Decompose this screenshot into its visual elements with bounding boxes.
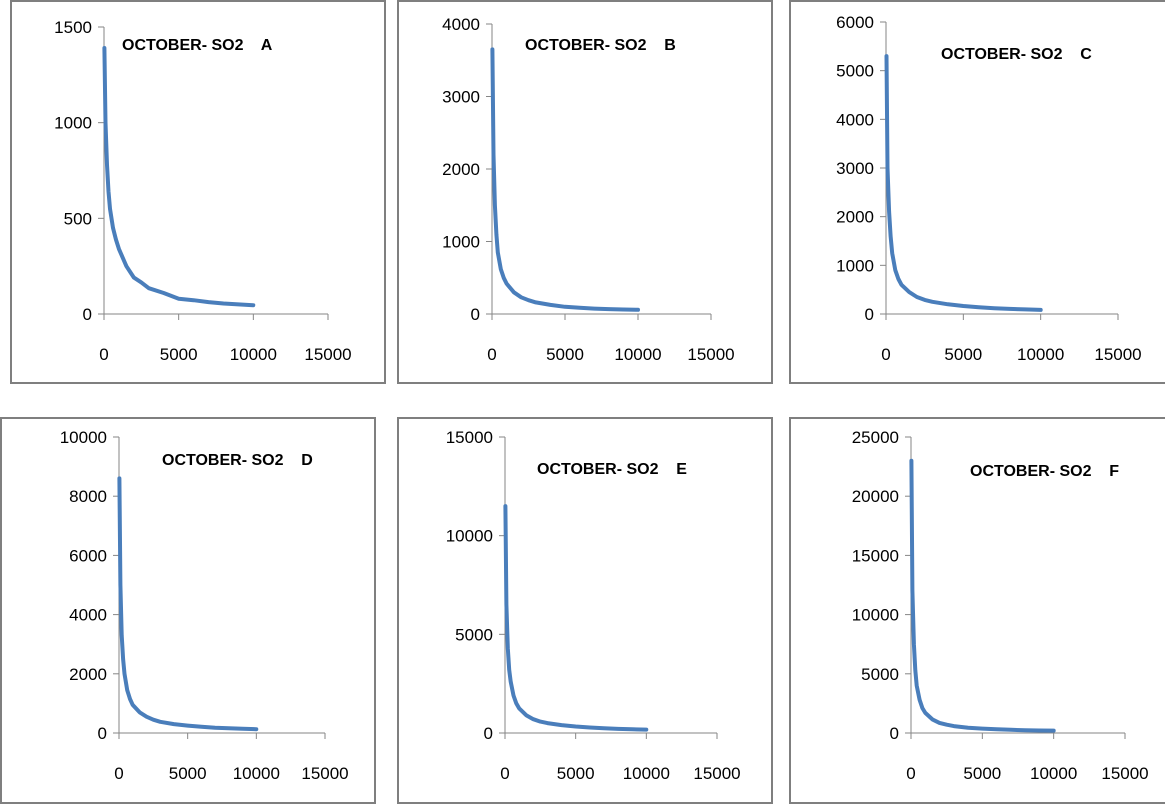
chart-title: OCTOBER- SO2 C: [941, 46, 1092, 63]
y-tick-label: 5000: [861, 665, 899, 684]
x-tick-label: 15000: [301, 764, 348, 783]
y-tick-label: 500: [64, 209, 92, 228]
x-tick-label: 5000: [944, 345, 982, 364]
x-tick-label: 5000: [546, 345, 584, 364]
y-tick-label: 4000: [836, 110, 874, 129]
x-tick-label: 0: [881, 345, 890, 364]
series-line: [503, 504, 649, 732]
x-tick-label: 15000: [304, 345, 351, 364]
y-tick-label: 4000: [69, 606, 107, 625]
chart-panel-e: 0 5000 10000 15000 0 5000 10000 15000 OCTOBER- S…: [397, 417, 773, 804]
x-tick-label: 10000: [614, 345, 661, 364]
y-tick-label: 8000: [69, 487, 107, 506]
x-tick-label: 5000: [160, 345, 198, 364]
x-tick-label: 10000: [230, 345, 277, 364]
x-tick-label: 5000: [963, 764, 1001, 783]
x-tick-label: 15000: [1101, 764, 1148, 783]
y-tick-label: 1000: [836, 256, 874, 275]
y-tick-label: 0: [98, 724, 107, 743]
y-tick-label: 0: [865, 305, 874, 324]
chart-svg-e: 0 5000 10000 15000 0 5000 10000 15000 OCTOBER- S…: [446, 428, 741, 783]
y-tick-label: 10000: [446, 527, 493, 546]
y-tick-label: 0: [471, 305, 480, 324]
y-tick-label: 5000: [455, 625, 493, 644]
series-line: [490, 47, 640, 312]
y-tick-label: 0: [890, 724, 899, 743]
x-tick-label: 0: [99, 345, 108, 364]
chart-panel-b: 0 1000 2000 3000 4000 0 5000 10000 15000 OCTOBER-…: [397, 0, 773, 384]
chart-panel-a: 0 500 1000 1500 0 5000 10000 15000 OCTOBER- SO2 …: [10, 0, 386, 384]
y-tick-label: 20000: [852, 487, 899, 506]
y-tick-label: 15000: [852, 546, 899, 565]
y-tick-label: 1000: [54, 114, 92, 133]
chart-svg-f: 0 5000 10000 15000 20000 25000 0 5000 10000 15000…: [852, 428, 1149, 783]
x-tick-label: 0: [500, 764, 509, 783]
chart-panel-c: 0 1000 2000 3000 4000 5000 6000 0 5000 10000 15000…: [789, 0, 1165, 384]
y-tick-label: 6000: [69, 546, 107, 565]
x-tick-label: 0: [487, 345, 496, 364]
y-tick-label: 2000: [836, 208, 874, 227]
chart-title: OCTOBER- SO2 A: [122, 37, 273, 54]
y-tick-label: 2000: [69, 665, 107, 684]
series-line: [909, 458, 1056, 733]
x-tick-label: 10000: [1030, 764, 1077, 783]
x-tick-label: 0: [906, 764, 915, 783]
y-tick-label: 2000: [442, 160, 480, 179]
y-tick-label: 5000: [836, 62, 874, 81]
series-line: [884, 54, 1043, 312]
x-tick-label: 10000: [233, 764, 280, 783]
y-tick-label: 4000: [442, 15, 480, 34]
chart-svg-c: 0 1000 2000 3000 4000 5000 6000 0 5000 10000 15000…: [836, 13, 1141, 364]
chart-title: OCTOBER- SO2 F: [970, 463, 1119, 480]
chart-svg-b: 0 1000 2000 3000 4000 0 5000 10000 15000 OCTOBER-…: [442, 15, 734, 364]
y-tick-label: 25000: [852, 428, 899, 447]
x-tick-label: 10000: [1017, 345, 1064, 364]
y-tick-label: 3000: [442, 88, 480, 107]
x-tick-label: 15000: [687, 345, 734, 364]
chart-svg-d: 0 2000 4000 6000 8000 10000 0 5000 10000 15000 OCT…: [60, 428, 349, 783]
chart-title: OCTOBER- SO2 D: [162, 452, 313, 469]
series-line: [117, 476, 259, 732]
x-tick-label: 5000: [169, 764, 207, 783]
x-tick-label: 5000: [557, 764, 595, 783]
chart-title: OCTOBER- SO2 B: [525, 37, 676, 54]
y-tick-label: 15000: [446, 428, 493, 447]
y-tick-label: 3000: [836, 159, 874, 178]
x-tick-label: 15000: [1094, 345, 1141, 364]
y-tick-label: 1500: [54, 18, 92, 37]
y-tick-label: 6000: [836, 13, 874, 32]
chart-panel-f: 0 5000 10000 15000 20000 25000 0 5000 10000 15000…: [789, 417, 1165, 804]
y-tick-label: 10000: [60, 428, 107, 447]
x-tick-label: 0: [114, 764, 123, 783]
series-line: [102, 46, 256, 308]
chart-title: OCTOBER- SO2 E: [537, 461, 687, 478]
x-tick-label: 10000: [623, 764, 670, 783]
y-tick-label: 0: [484, 724, 493, 743]
y-tick-label: 10000: [852, 606, 899, 625]
chart-panel-d: 0 2000 4000 6000 8000 10000 0 5000 10000 15000 OCT…: [0, 417, 376, 804]
x-tick-label: 15000: [693, 764, 740, 783]
y-tick-label: 0: [83, 305, 92, 324]
y-tick-label: 1000: [442, 233, 480, 252]
